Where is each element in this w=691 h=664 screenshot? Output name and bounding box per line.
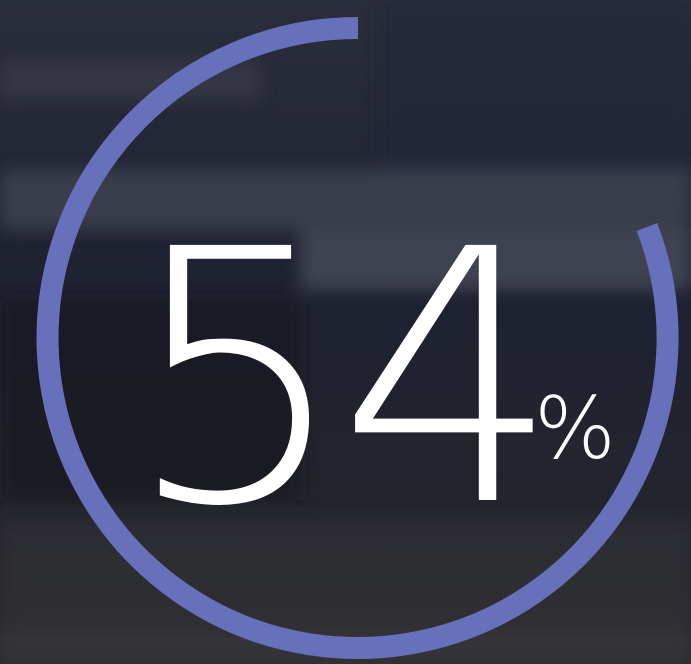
progress-screen: 54 % <box>0 0 691 664</box>
progress-number: 54 <box>125 175 550 583</box>
progress-unit: % <box>534 379 616 479</box>
